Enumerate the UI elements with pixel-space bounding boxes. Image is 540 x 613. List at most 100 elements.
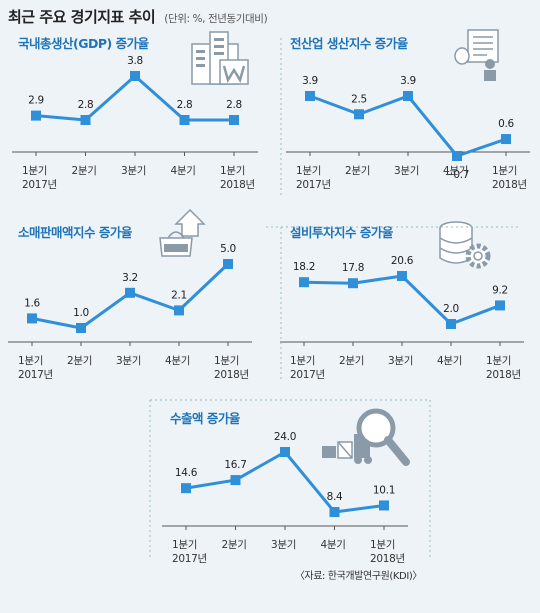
x-tick-label: 2017년: [290, 369, 325, 381]
chart-title: 설비투자지수 증가율: [290, 225, 393, 240]
x-tick-label: 1분기: [172, 539, 197, 551]
data-label: 10.1: [373, 484, 395, 496]
data-label: 1.0: [73, 307, 89, 319]
x-tick-label: 3분기: [271, 539, 296, 551]
shopping-bag-icon: [159, 208, 206, 257]
x-tick-label: 1분기: [18, 355, 43, 367]
data-point: [299, 277, 309, 288]
data-label: 2.1: [171, 289, 187, 301]
page-header: 최근 주요 경기지표 추이 (단위: %, 전년동기대비): [8, 6, 268, 27]
data-label: 2.5: [351, 93, 367, 105]
x-tick-label: 2018년: [220, 179, 255, 191]
data-label: 1.6: [24, 297, 40, 309]
x-tick-label: 4분기: [165, 355, 190, 367]
data-point: [80, 115, 91, 125]
data-label: 2.0: [443, 303, 459, 315]
data-point: [305, 91, 315, 101]
data-point: [229, 115, 239, 125]
data-label: 5.0: [220, 243, 236, 255]
x-tick-label: 4분기: [171, 165, 196, 177]
x-tick-label: 1분기: [220, 165, 245, 177]
x-tick-label: 3분기: [121, 165, 146, 177]
data-point: [403, 91, 413, 101]
data-point: [181, 483, 191, 494]
database-gear-icon: [439, 221, 491, 269]
x-tick-label: 2분기: [67, 355, 92, 367]
chart-panel-gdp: 국내총생산(GDP) 증가율 2.9 1분기 2017년 2.8 2분기 3.8 3분기 2.…: [0, 28, 270, 200]
data-label: −0.7: [445, 169, 469, 181]
x-tick-label: 2018년: [492, 179, 527, 191]
data-label: 3.2: [122, 272, 138, 284]
data-label: 9.2: [492, 284, 508, 296]
data-point: [452, 151, 462, 161]
x-tick-label: 2017년: [18, 369, 53, 381]
x-tick-label: 2017년: [296, 179, 331, 191]
x-tick-label: 3분기: [388, 355, 413, 367]
x-tick-label: 2분기: [222, 539, 247, 551]
chart-panel-exports: 수출액 증가율 14.6 1분기 2017년 16.7 2분기 24.0 3분기 8.4 4분기…: [150, 382, 430, 572]
x-tick-label: 1분기: [492, 165, 517, 177]
data-label: 3.9: [302, 75, 318, 87]
x-tick-label: 2분기: [345, 165, 370, 177]
chart-title: 전산업 생산지수 증가율: [290, 36, 408, 51]
data-label: 2.8: [226, 99, 242, 111]
data-point: [501, 134, 511, 145]
data-point: [348, 278, 358, 289]
data-label: 0.6: [498, 118, 514, 130]
data-point: [174, 305, 184, 316]
data-label: 24.0: [274, 431, 296, 443]
data-label: 8.4: [327, 491, 343, 503]
data-point: [379, 500, 389, 511]
data-label: 17.8: [342, 262, 364, 274]
data-point: [446, 319, 456, 329]
chart-panel-equipment-investment: 설비투자지수 증가율 18.2 1분기 2017년 17.8 2분기 20.6 3분기 2.0…: [270, 200, 540, 382]
data-point: [31, 110, 41, 121]
data-label: 2.9: [28, 95, 44, 107]
page-title: 최근 주요 경기지표 추이: [8, 8, 156, 26]
x-tick-label: 1분기: [214, 355, 239, 367]
worker-document-icon: [454, 29, 499, 81]
x-tick-label: 4분기: [443, 165, 468, 177]
data-point: [27, 313, 37, 324]
data-label: 18.2: [293, 261, 315, 273]
source-note: 〈자료: 한국개발연구원(KDI)〉: [294, 571, 423, 582]
x-tick-label: 1분기: [296, 165, 321, 177]
chart-title: 소매판매액지수 증가율: [18, 225, 132, 240]
data-point: [397, 271, 407, 281]
x-tick-label: 4분기: [437, 355, 462, 367]
x-tick-label: 2017년: [22, 179, 57, 191]
series-line: [35, 74, 234, 122]
x-tick-label: 2018년: [214, 369, 249, 381]
x-tick-label: 1분기: [370, 539, 395, 551]
series-line: [303, 274, 501, 326]
x-tick-label: 1분기: [486, 355, 511, 367]
data-point: [230, 475, 241, 486]
chart-panel-retail-sales: 소매판매액지수 증가율 1.6 1분기 2017년 1.0 2분기 3.2 3분기 2.1 4분…: [0, 200, 270, 382]
data-label: 2.8: [177, 99, 193, 111]
x-tick-label: 4분기: [321, 539, 346, 551]
data-point: [495, 300, 505, 311]
x-tick-label: 1분기: [290, 355, 315, 367]
x-tick-label: 2018년: [370, 553, 405, 565]
chart-panel-industrial-production: 전산업 생산지수 증가율 3.9 1분기 2017년 2.5 2분기 3.9 3분기 −0.7…: [270, 28, 540, 200]
chart-title: 국내총생산(GDP) 증가율: [18, 36, 149, 51]
data-point: [329, 507, 340, 517]
data-label: 20.6: [391, 255, 414, 267]
x-tick-label: 2018년: [486, 369, 521, 381]
series-line: [185, 450, 385, 514]
building-document-icon: [191, 31, 249, 85]
data-label: 3.8: [127, 55, 143, 67]
data-label: 16.7: [224, 459, 246, 471]
data-label: 2.8: [78, 99, 94, 111]
chart-title: 수출액 증가율: [170, 411, 240, 426]
x-tick-label: 2017년: [172, 553, 207, 565]
x-tick-label: 2분기: [339, 355, 364, 367]
data-point: [354, 109, 364, 120]
data-point: [223, 259, 233, 269]
data-point: [179, 115, 190, 125]
data-label: 14.6: [175, 467, 198, 479]
unit-note: (단위: %, 전년동기대비): [164, 13, 268, 25]
x-tick-label: 3분기: [116, 355, 141, 367]
data-point: [76, 323, 86, 333]
data-point: [130, 71, 140, 81]
